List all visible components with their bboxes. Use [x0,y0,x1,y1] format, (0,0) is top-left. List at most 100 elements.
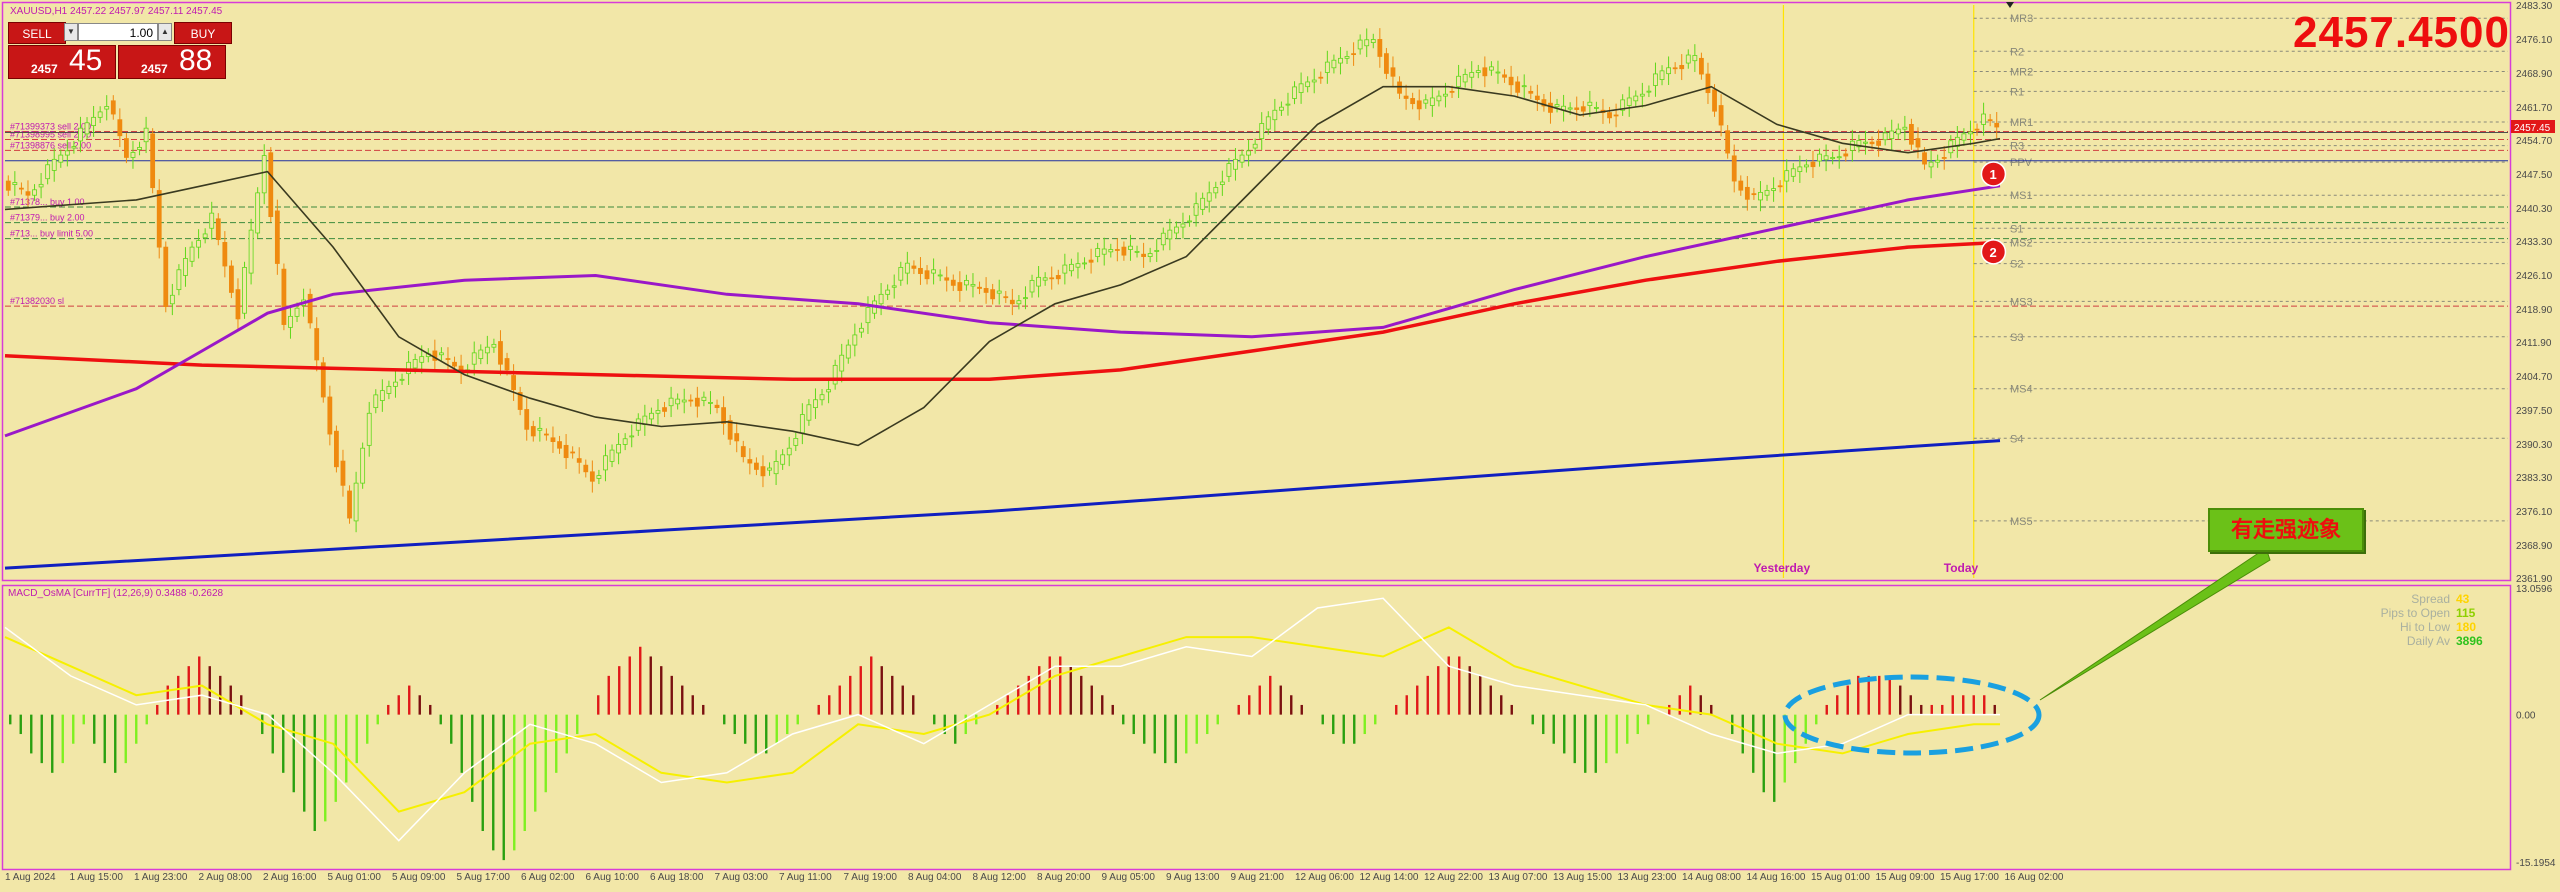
candle-body [1744,186,1750,200]
candle-body [1915,138,1921,148]
candle-body [1672,67,1678,70]
candle-body [1062,264,1068,274]
ma-dark-line [4,85,2001,447]
candle-body [1121,246,1127,256]
bid-price-minor: 45 [69,44,103,77]
candle-body [1804,164,1809,168]
current-price-tag-label: 2457.45 [2514,123,2551,134]
lot-increase-icon[interactable]: ▲ [158,23,172,41]
candle-body [320,362,326,398]
callout-arrow [2039,547,2271,701]
candle-body [1620,99,1626,111]
candle-body [209,212,215,229]
candle-body [760,466,766,477]
candle-body [649,412,654,420]
candle-body [1193,203,1199,216]
candle-body [1206,192,1212,202]
candle-body [307,293,313,324]
candle-body [990,289,996,300]
time-tick-label: 5 Aug 09:00 [392,872,446,883]
price-tick-label: 2376.10 [2516,507,2553,518]
candle-body [1344,56,1350,59]
lot-size-input[interactable]: 1.00 [78,23,158,41]
candle-body [714,404,720,409]
candle-body [511,375,516,391]
candle-body [229,265,234,293]
candle-body [268,152,274,218]
candle-body [1712,89,1717,112]
candle-body [334,430,339,468]
time-tick-label: 12 Aug 06:00 [1295,872,1354,883]
stat-value: 180 [2456,620,2477,634]
candle-body [1639,93,1645,97]
candle-body [1502,74,1507,78]
candle-body [852,334,858,346]
candle-body [1895,128,1901,135]
candle-body [1239,154,1245,163]
candle-body [1797,166,1803,173]
time-tick-label: 12 Aug 22:00 [1424,872,1483,883]
candle-body [1443,93,1448,97]
candle-body [517,392,523,410]
time-tick-label: 5 Aug 17:00 [457,872,511,883]
candle-body [668,397,674,407]
candle-body [412,359,418,369]
candle-body [78,127,83,142]
ask-price-button[interactable]: 2457 88 [118,44,226,79]
candle-body [983,288,989,293]
candle-body [616,444,621,454]
order-label: #71382030 sl [10,296,64,306]
sell-button[interactable]: SELL [8,22,66,44]
candle-body [1114,249,1120,251]
candle-body [156,190,162,248]
marker-circle [1980,161,2007,187]
candle-body [530,426,536,437]
candle-body [937,274,943,277]
candle-body [550,437,556,442]
candle-body [964,280,969,286]
candle-body [498,341,503,365]
candle-body [1607,112,1612,119]
candle-body [1462,73,1468,83]
buy-button[interactable]: BUY [174,22,232,44]
candle-body [110,100,116,115]
stat-label: Spread [2411,592,2450,606]
time-tick-label: 6 Aug 18:00 [650,872,704,883]
candle-body [327,396,333,435]
candle-body [1174,226,1179,234]
candle-body [1036,276,1041,287]
symbol-info: XAUUSD,H1 2457.22 2457.97 2457.11 2457.4… [10,6,223,17]
candle-body [1758,191,1763,201]
candle-body [242,267,247,314]
candle-body [681,399,687,403]
lot-decrease-icon[interactable]: ▼ [64,23,78,41]
candle-body [780,454,786,465]
candle-body [1318,76,1324,79]
time-tick-label: 13 Aug 23:00 [1618,872,1677,883]
candle-body [1331,59,1337,69]
candle-body [1088,259,1094,263]
candle-body [12,182,18,185]
time-tick-label: 6 Aug 10:00 [586,872,640,883]
bid-price-button[interactable]: 2457 45 [8,44,116,79]
candle-body [806,404,812,421]
chart-shift-icon [2006,2,2014,8]
order-label: #713... buy limit 5.00 [10,229,93,239]
candle-body [1252,143,1258,149]
pivot-label: S3 [2010,332,2023,344]
candle-body [1469,72,1475,78]
candle-body [163,246,169,308]
time-tick-label: 15 Aug 17:00 [1940,872,1999,883]
candle-body [839,354,845,372]
signal-line [4,626,2000,813]
candle-body [1653,73,1658,86]
marker-label: 2 [1989,245,1996,260]
current-price-display: 2457.4500 [2293,8,2510,57]
candle-body [1541,99,1547,107]
candle-body [1987,119,1993,122]
candle-body [1843,153,1849,157]
time-tick-label: 2 Aug 08:00 [199,872,253,883]
candle-body [1941,157,1947,159]
candle-body [117,119,123,137]
time-tick-label: 7 Aug 03:00 [715,872,769,883]
